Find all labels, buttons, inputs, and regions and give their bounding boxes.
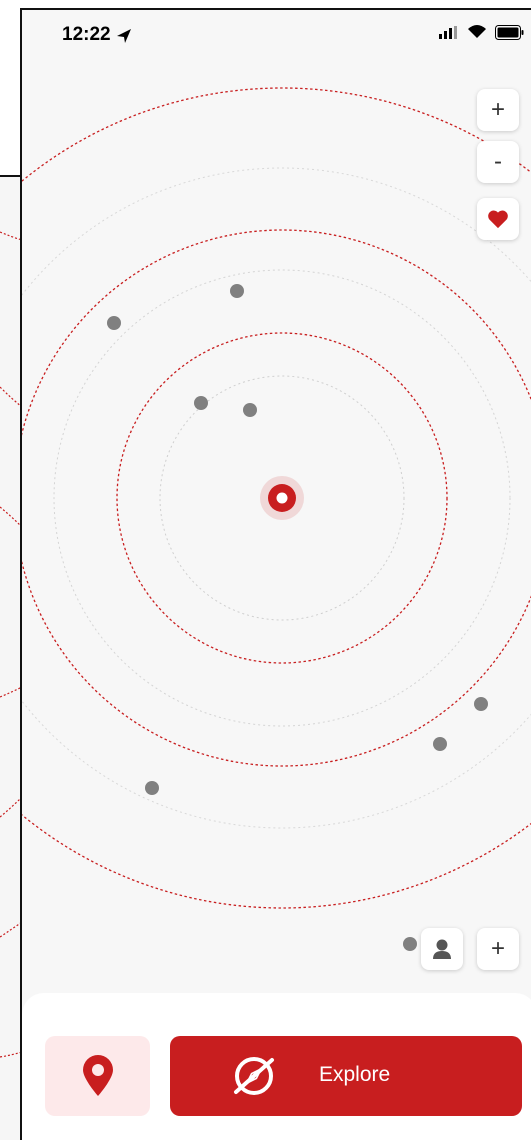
background-screen-edge bbox=[0, 175, 22, 1140]
favorites-button[interactable] bbox=[477, 198, 519, 240]
status-bar: 12:22 bbox=[22, 10, 531, 62]
pin-button[interactable] bbox=[45, 1036, 150, 1116]
nearby-point-icon[interactable] bbox=[145, 781, 159, 795]
nearby-point-icon[interactable] bbox=[243, 403, 257, 417]
user-location-marker-icon bbox=[260, 476, 304, 520]
nearby-point-icon[interactable] bbox=[230, 284, 244, 298]
explore-button[interactable]: Explore bbox=[170, 1036, 522, 1116]
status-time: 12:22 bbox=[62, 24, 111, 45]
add-button[interactable]: + bbox=[477, 928, 519, 970]
phone-screen: 12:22 bbox=[20, 8, 531, 1140]
nearby-point-icon[interactable] bbox=[474, 697, 488, 711]
location-arrow-icon bbox=[117, 29, 131, 43]
nearby-point-icon[interactable] bbox=[107, 316, 121, 330]
zoom-out-label: - bbox=[494, 148, 502, 175]
nearby-point-icon[interactable] bbox=[194, 396, 208, 410]
battery-icon bbox=[495, 24, 524, 40]
add-label: + bbox=[490, 935, 505, 962]
range-ring-inner bbox=[116, 332, 448, 664]
zoom-in-label: + bbox=[490, 96, 505, 123]
person-icon bbox=[433, 939, 451, 959]
status-icons bbox=[439, 24, 525, 40]
profile-button[interactable] bbox=[421, 928, 463, 970]
explore-label: Explore bbox=[319, 1063, 391, 1086]
zoom-out-button[interactable]: - bbox=[477, 141, 519, 183]
cellular-signal-icon bbox=[439, 25, 459, 39]
compass-icon bbox=[234, 1057, 274, 1095]
heart-icon bbox=[488, 210, 508, 229]
nearby-point-icon[interactable] bbox=[403, 937, 417, 951]
zoom-in-button[interactable]: + bbox=[477, 89, 519, 131]
map-canvas[interactable] bbox=[22, 10, 531, 1010]
range-ring-outer bbox=[22, 87, 531, 909]
wifi-icon bbox=[468, 25, 486, 38]
nearby-point-icon[interactable] bbox=[433, 737, 447, 751]
background-map-rings bbox=[0, 231, 22, 1058]
bottom-action-bar: Explore bbox=[22, 993, 531, 1140]
map-pin-icon bbox=[82, 1055, 113, 1096]
range-ring-middle bbox=[22, 229, 531, 767]
